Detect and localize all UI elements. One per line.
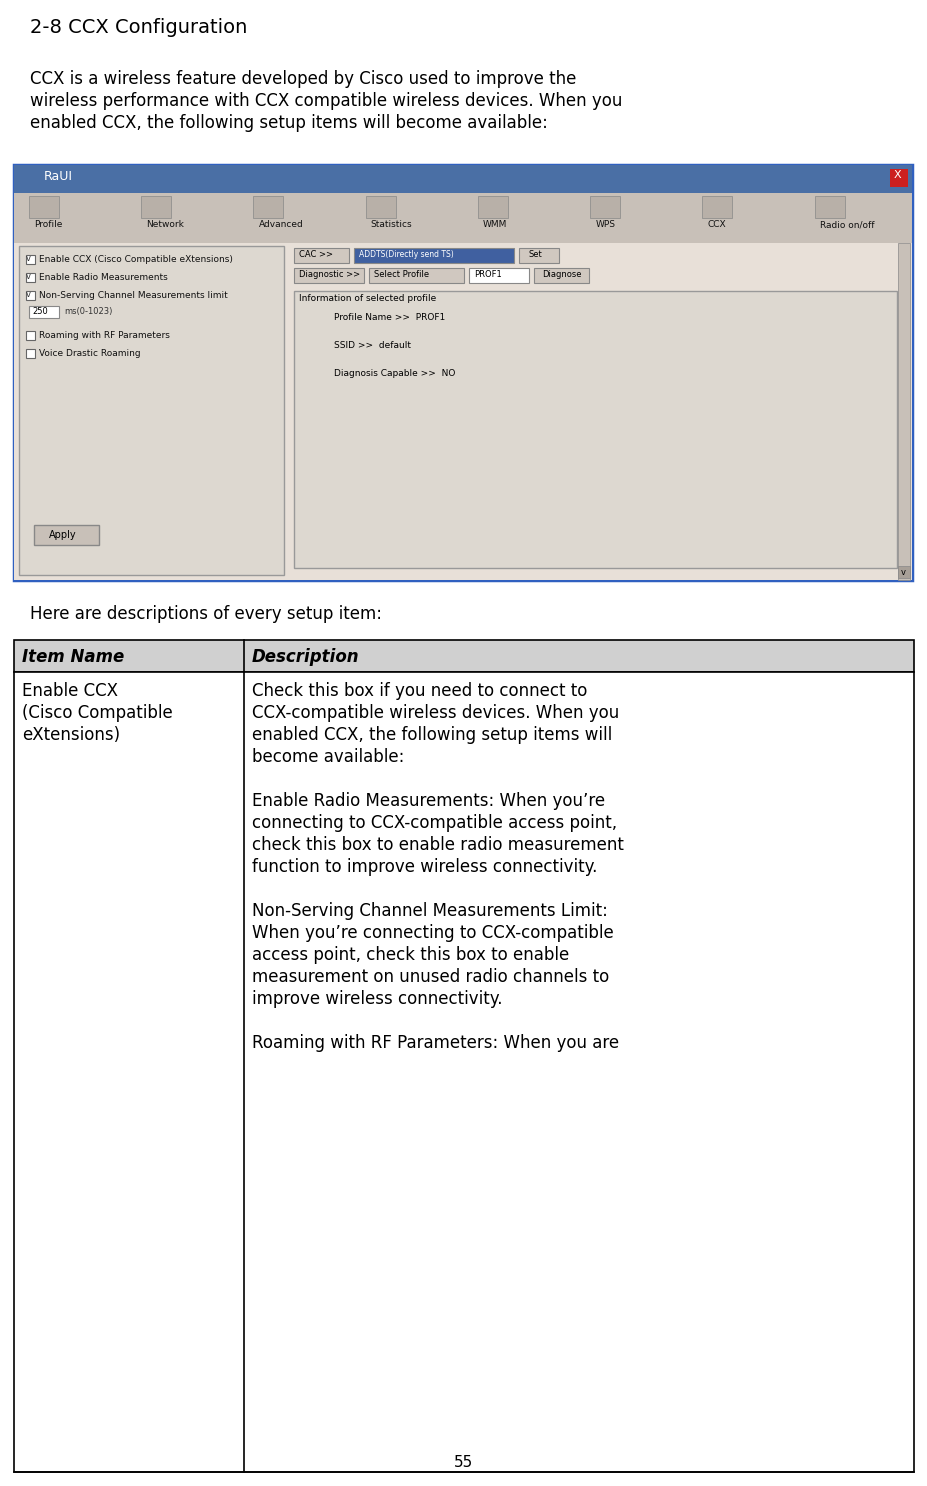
Text: PROF1: PROF1 <box>474 270 502 279</box>
Bar <box>702 196 731 218</box>
Text: v: v <box>26 254 31 263</box>
Text: wireless performance with CCX compatible wireless devices. When you: wireless performance with CCX compatible… <box>30 92 622 110</box>
Text: ms(0-1023): ms(0-1023) <box>64 308 112 317</box>
Bar <box>590 196 619 218</box>
Text: Here are descriptions of every setup item:: Here are descriptions of every setup ite… <box>30 605 382 623</box>
Bar <box>34 525 99 545</box>
Bar <box>294 248 349 263</box>
Text: v: v <box>900 568 905 577</box>
Text: Non-Serving Channel Measurements Limit:: Non-Serving Channel Measurements Limit: <box>252 902 607 920</box>
Bar <box>26 291 35 300</box>
Bar <box>19 247 284 575</box>
Bar <box>253 196 283 218</box>
Text: eXtensions): eXtensions) <box>22 727 120 744</box>
Bar <box>897 566 909 578</box>
Text: CAC >>: CAC >> <box>298 250 333 259</box>
Bar <box>29 196 59 218</box>
Text: Diagnostic >>: Diagnostic >> <box>298 270 360 279</box>
Text: Apply: Apply <box>49 531 77 539</box>
Text: WPS: WPS <box>594 220 615 229</box>
Bar <box>14 244 911 580</box>
Text: CCX-compatible wireless devices. When you: CCX-compatible wireless devices. When yo… <box>252 704 618 722</box>
Text: Enable CCX (Cisco Compatible eXtensions): Enable CCX (Cisco Compatible eXtensions) <box>39 256 233 265</box>
Text: Description: Description <box>252 648 360 666</box>
Text: Diagnosis Capable >>  NO: Diagnosis Capable >> NO <box>334 369 455 377</box>
Text: 2-8 CCX Configuration: 2-8 CCX Configuration <box>30 18 248 37</box>
Bar <box>897 244 909 580</box>
Text: measurement on unused radio channels to: measurement on unused radio channels to <box>252 967 609 987</box>
Text: Statistics: Statistics <box>371 220 412 229</box>
Text: Enable Radio Measurements: When you’re: Enable Radio Measurements: When you’re <box>252 792 604 810</box>
Text: Check this box if you need to connect to: Check this box if you need to connect to <box>252 682 587 700</box>
Text: Roaming with RF Parameters: Roaming with RF Parameters <box>39 331 170 340</box>
Bar <box>14 193 911 244</box>
Bar <box>14 672 913 1473</box>
Text: v: v <box>26 290 31 299</box>
Text: Network: Network <box>146 220 184 229</box>
Bar <box>518 248 558 263</box>
Bar <box>29 306 59 318</box>
Text: Enable CCX: Enable CCX <box>22 682 118 700</box>
Text: Radio on/off: Radio on/off <box>819 220 873 229</box>
Text: Item Name: Item Name <box>22 648 124 666</box>
Text: SSID >>  default: SSID >> default <box>334 340 411 351</box>
Text: v: v <box>26 272 31 281</box>
Bar <box>14 165 911 193</box>
Text: improve wireless connectivity.: improve wireless connectivity. <box>252 990 502 1008</box>
Bar <box>14 165 911 580</box>
Text: Select Profile: Select Profile <box>374 270 428 279</box>
Text: enabled CCX, the following setup items will become available:: enabled CCX, the following setup items w… <box>30 114 547 132</box>
Text: Enable Radio Measurements: Enable Radio Measurements <box>39 273 168 282</box>
Text: Profile: Profile <box>34 220 62 229</box>
Bar <box>533 267 589 282</box>
Bar <box>294 291 896 568</box>
Bar <box>294 267 363 282</box>
Text: function to improve wireless connectivity.: function to improve wireless connectivit… <box>252 857 597 877</box>
Text: Non-Serving Channel Measurements limit: Non-Serving Channel Measurements limit <box>39 291 227 300</box>
Text: (Cisco Compatible: (Cisco Compatible <box>22 704 172 722</box>
Bar <box>477 196 507 218</box>
Text: CCX: CCX <box>706 220 725 229</box>
Text: Set: Set <box>528 250 542 259</box>
Bar <box>141 196 171 218</box>
Text: X: X <box>893 169 901 180</box>
Text: connecting to CCX-compatible access point,: connecting to CCX-compatible access poin… <box>252 814 616 832</box>
Text: 250: 250 <box>32 308 47 317</box>
Text: 55: 55 <box>454 1455 473 1470</box>
Bar <box>26 331 35 340</box>
Text: CCX is a wireless feature developed by Cisco used to improve the: CCX is a wireless feature developed by C… <box>30 70 576 88</box>
Text: When you’re connecting to CCX-compatible: When you’re connecting to CCX-compatible <box>252 924 613 942</box>
Text: ADDTS(Directly send TS): ADDTS(Directly send TS) <box>359 250 453 259</box>
Text: RaUI: RaUI <box>44 169 73 183</box>
Bar <box>26 273 35 282</box>
Text: Advanced: Advanced <box>259 220 303 229</box>
Bar <box>468 267 528 282</box>
Bar <box>26 349 35 358</box>
Text: check this box to enable radio measurement: check this box to enable radio measureme… <box>252 837 623 854</box>
Text: become available:: become available: <box>252 747 404 765</box>
Text: Diagnose: Diagnose <box>541 270 581 279</box>
Text: WMM: WMM <box>482 220 507 229</box>
Text: Voice Drastic Roaming: Voice Drastic Roaming <box>39 349 141 358</box>
Text: Roaming with RF Parameters: When you are: Roaming with RF Parameters: When you are <box>252 1034 618 1052</box>
Text: enabled CCX, the following setup items will: enabled CCX, the following setup items w… <box>252 727 612 744</box>
Bar <box>353 248 514 263</box>
Bar <box>365 196 395 218</box>
Bar <box>26 256 35 265</box>
Text: access point, check this box to enable: access point, check this box to enable <box>252 947 568 964</box>
Text: Profile Name >>  PROF1: Profile Name >> PROF1 <box>334 314 445 322</box>
Text: Information of selected profile: Information of selected profile <box>298 294 436 303</box>
Bar <box>889 169 907 187</box>
Bar <box>369 267 464 282</box>
Bar <box>14 640 913 672</box>
Bar <box>814 196 844 218</box>
